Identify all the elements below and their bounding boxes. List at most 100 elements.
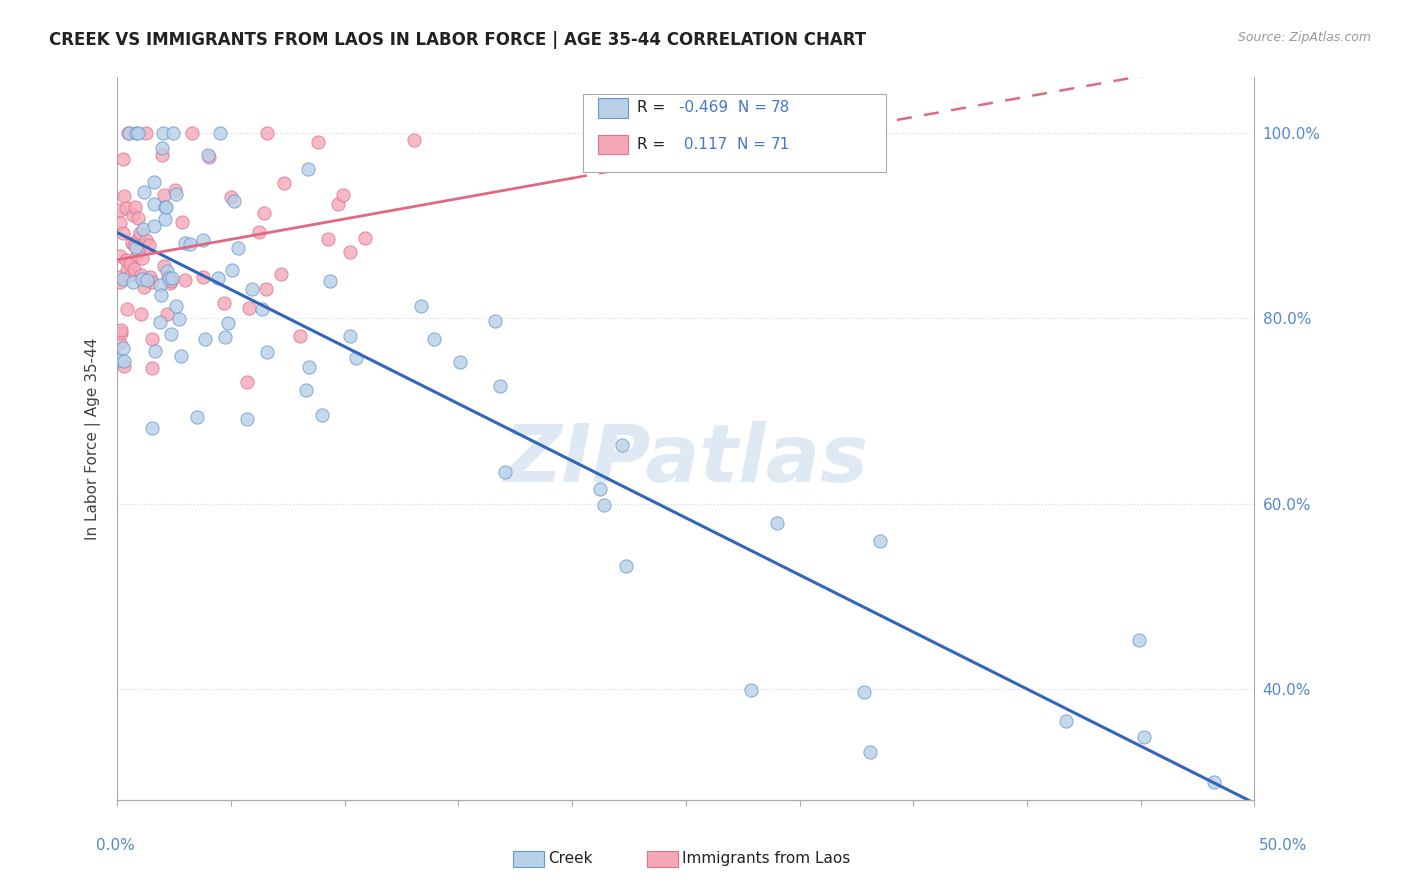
Point [122,238,145,252]
Point [236,411,259,425]
Point [125,248,148,262]
Point [129,268,152,282]
Point [288,329,311,343]
Point [273,176,295,190]
Point [117,126,139,140]
Point [174,272,197,286]
Point [156,307,179,321]
Point [240,282,263,296]
Text: 50.0%: 50.0% [1260,838,1308,853]
Point [162,270,184,285]
Point [111,342,134,356]
Point [162,126,184,140]
Point [332,187,354,202]
Point [186,409,208,424]
Point [131,252,153,266]
Point [127,126,149,140]
Point [194,332,217,346]
Point [149,315,172,329]
Point [344,351,367,365]
Point [112,272,135,286]
Point [222,194,245,208]
Point [494,465,516,479]
Point [143,175,166,189]
Point [156,264,179,278]
Point [150,140,173,154]
Point [593,499,616,513]
Point [207,270,229,285]
Point [236,375,259,389]
Point [249,225,271,239]
Point [326,197,349,211]
Point [197,150,219,164]
Point [120,257,142,271]
Point [122,208,145,222]
Point [149,288,172,302]
Point [153,200,176,214]
Point [221,263,243,277]
Point [353,231,375,245]
Point [121,235,143,250]
Point [145,343,167,358]
Point [141,275,163,289]
Point [127,232,149,246]
Point [250,301,273,316]
Point [339,329,361,343]
Point [193,269,215,284]
Point [422,332,444,346]
Point [1133,730,1156,744]
Point [157,271,180,285]
Point [112,354,135,368]
Point [114,201,136,215]
Point [852,685,875,699]
Point [1204,774,1226,789]
Point [765,516,787,530]
Text: 0.117  N =: 0.117 N = [679,137,770,152]
Point [115,263,138,277]
Point [449,355,471,369]
Point [339,244,361,259]
Point [152,126,174,140]
Point [169,349,191,363]
Point [117,126,139,140]
Point [108,202,131,217]
Point [111,152,134,166]
Point [208,127,231,141]
Text: Immigrants from Laos: Immigrants from Laos [682,852,851,866]
Point [110,323,132,337]
Text: Creek: Creek [548,852,593,866]
Point [125,126,148,140]
Point [117,301,139,316]
Point [295,383,318,397]
Point [131,272,153,286]
Point [112,188,135,202]
Point [141,361,163,376]
Point [191,233,214,247]
Point [859,745,882,759]
Point [128,226,150,240]
Point [120,268,142,283]
Point [108,335,131,350]
Point [172,214,194,228]
Point [589,482,612,496]
Point [256,345,278,359]
Text: 78: 78 [770,101,790,115]
Point [270,267,292,281]
Point [174,236,197,251]
Point [254,282,277,296]
Point [124,200,146,214]
Text: 0.0%: 0.0% [96,838,135,853]
Point [135,126,157,140]
Text: ZIPatlas: ZIPatlas [503,421,869,500]
Point [181,126,204,140]
Point [165,299,187,313]
Point [149,278,172,293]
Point [297,359,319,374]
Point [142,196,165,211]
Point [127,244,149,258]
Point [112,359,135,374]
Point [197,148,219,162]
Point [160,327,183,342]
Point [1056,714,1078,728]
Point [122,275,145,289]
